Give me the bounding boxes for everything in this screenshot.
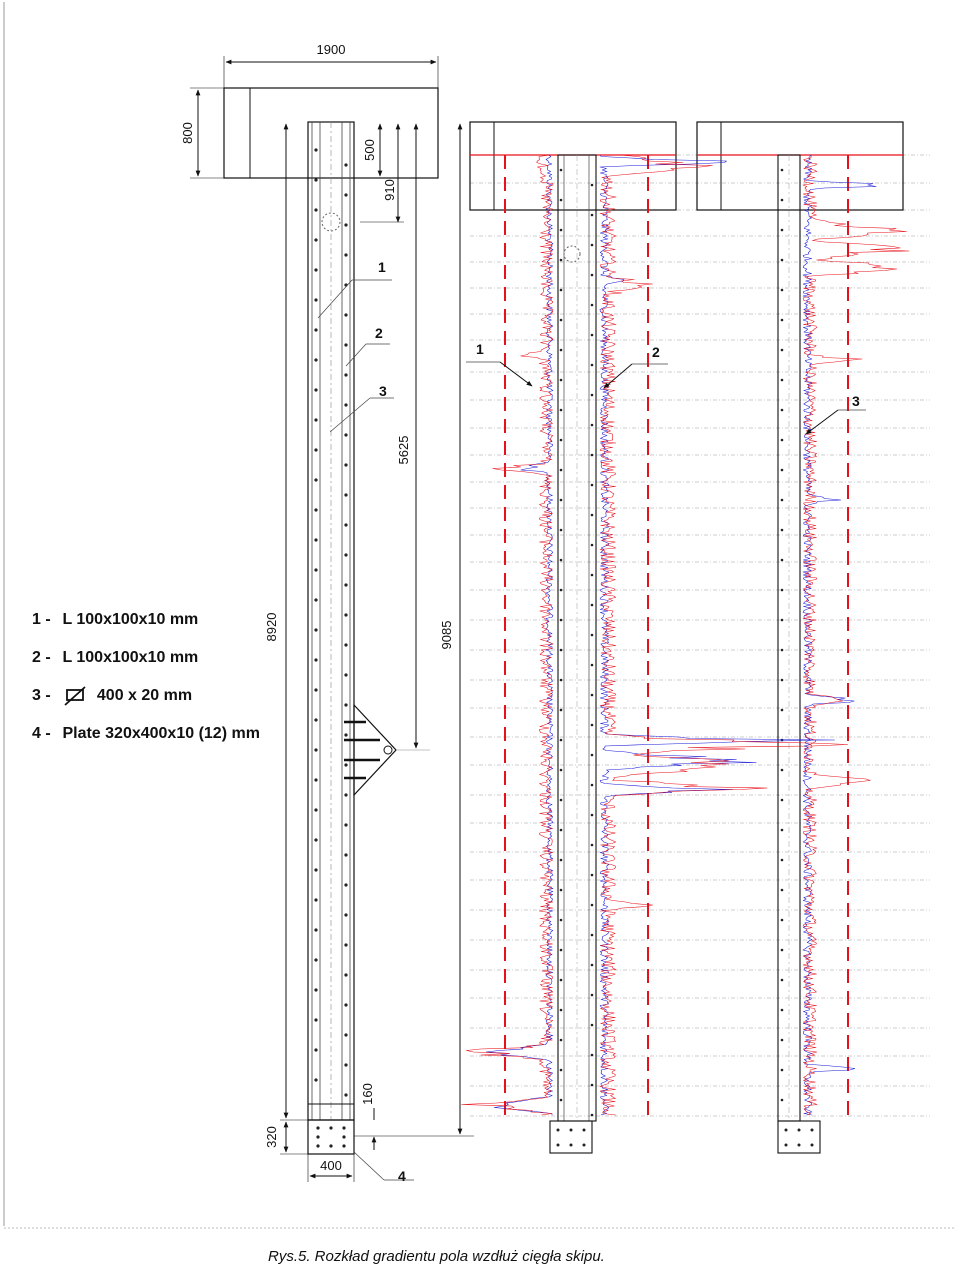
figure-frame <box>3 2 956 1229</box>
plot-callouts: 1 2 3 <box>466 341 866 435</box>
base-plate-left <box>549 1120 593 1154</box>
gusset-bolts <box>344 720 380 780</box>
bolt-holes-plot <box>556 168 814 1147</box>
threshold-lines <box>470 154 903 1116</box>
top-frame-left <box>469 121 677 211</box>
figure-caption: Rys.5. Rozkład gradientu pola wzdłuż cię… <box>268 1248 605 1265</box>
dimension-total-height: 9085 <box>354 123 474 1137</box>
svg-text:160: 160 <box>360 1083 375 1105</box>
dimension-total-width: 1900 <box>223 42 439 88</box>
drawing-callout-2: 2 <box>375 325 383 341</box>
gradient-plot: 1 2 3 <box>461 121 930 1154</box>
legend-item: 1 - L 100x100x10 mm <box>32 611 199 628</box>
plot-callout-2: 2 <box>652 344 660 360</box>
horizontal-gridlines <box>470 154 930 1117</box>
svg-text:1900: 1900 <box>317 42 346 57</box>
svg-text:5625: 5625 <box>396 436 411 465</box>
parts-legend: 1 - L 100x100x10 mm 2 - L 100x100x10 mm … <box>32 610 260 762</box>
skip-rod-drawing: 1900 800 500 910 5625 8920 <box>180 42 474 1184</box>
dimension-sensor-offset: 910 <box>360 123 404 223</box>
legend-item: 3 - 400 x 20 mm <box>32 686 193 706</box>
gusset-plate <box>353 703 397 797</box>
dimension-base-width: 400 <box>307 1154 355 1182</box>
base-bolt-holes <box>316 1126 346 1148</box>
drawing-callouts: 1 2 3 4 <box>317 259 414 1184</box>
drawing-callout-1: 1 <box>378 259 386 275</box>
svg-text:9085: 9085 <box>439 621 454 650</box>
svg-text:400: 400 <box>320 1158 342 1173</box>
legend-item: 4 - Plate 320x400x10 (12) mm <box>32 725 260 742</box>
dimension-top-offset: 500 <box>362 123 383 177</box>
drawing-callout-3: 3 <box>379 383 387 399</box>
dimension-base-height: 320 <box>264 1119 308 1155</box>
plot-callout-1: 1 <box>476 341 484 357</box>
gradient-traces <box>461 154 910 1116</box>
flat-bar-icon <box>64 686 87 706</box>
svg-text:8920: 8920 <box>264 613 279 642</box>
base-plate-right <box>777 1120 821 1154</box>
drawing-callout-4: 4 <box>398 1168 406 1184</box>
plot-callout-3: 3 <box>852 393 860 409</box>
dimension-top-plate-height: 800 <box>180 87 224 179</box>
svg-text:320: 320 <box>264 1126 279 1148</box>
svg-text:800: 800 <box>180 122 195 144</box>
svg-text:500: 500 <box>362 139 377 161</box>
sensor-circle <box>321 212 341 232</box>
dimension-middle-length: 5625 <box>396 123 419 749</box>
base-plate <box>307 1119 355 1155</box>
legend-item: 2 - L 100x100x10 mm <box>32 649 199 666</box>
bolt-holes <box>314 148 348 1097</box>
dimension-column-height: 8920 <box>264 123 289 1119</box>
dimension-bottom-offset: 160 <box>360 1083 377 1150</box>
svg-text:910: 910 <box>382 179 397 201</box>
